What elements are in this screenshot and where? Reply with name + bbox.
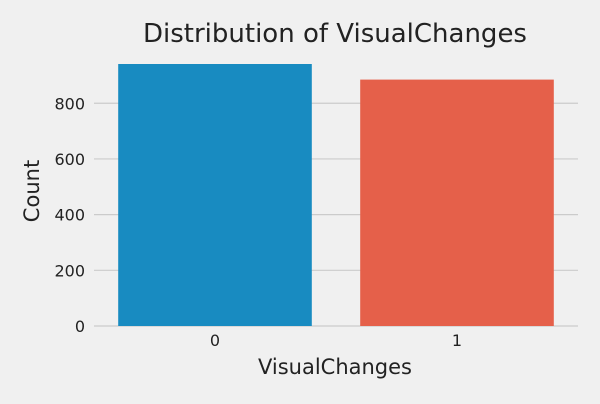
x-tick-label: 0	[210, 331, 220, 350]
y-axis-ticks: 0 200 400 600 800	[54, 94, 85, 336]
x-tick-label: 1	[452, 331, 462, 350]
y-tick-label: 600	[54, 150, 85, 169]
bar-0	[118, 64, 312, 326]
y-tick-label: 0	[75, 317, 85, 336]
bar-1	[360, 79, 554, 327]
x-axis-label: VisualChanges	[258, 355, 412, 379]
y-tick-label: 400	[54, 206, 85, 225]
y-tick-label: 800	[54, 94, 85, 113]
chart-title: Distribution of VisualChanges	[143, 19, 527, 49]
bar-series	[118, 64, 554, 327]
y-axis-label: Count	[20, 160, 44, 222]
y-tick-label: 200	[54, 261, 85, 280]
